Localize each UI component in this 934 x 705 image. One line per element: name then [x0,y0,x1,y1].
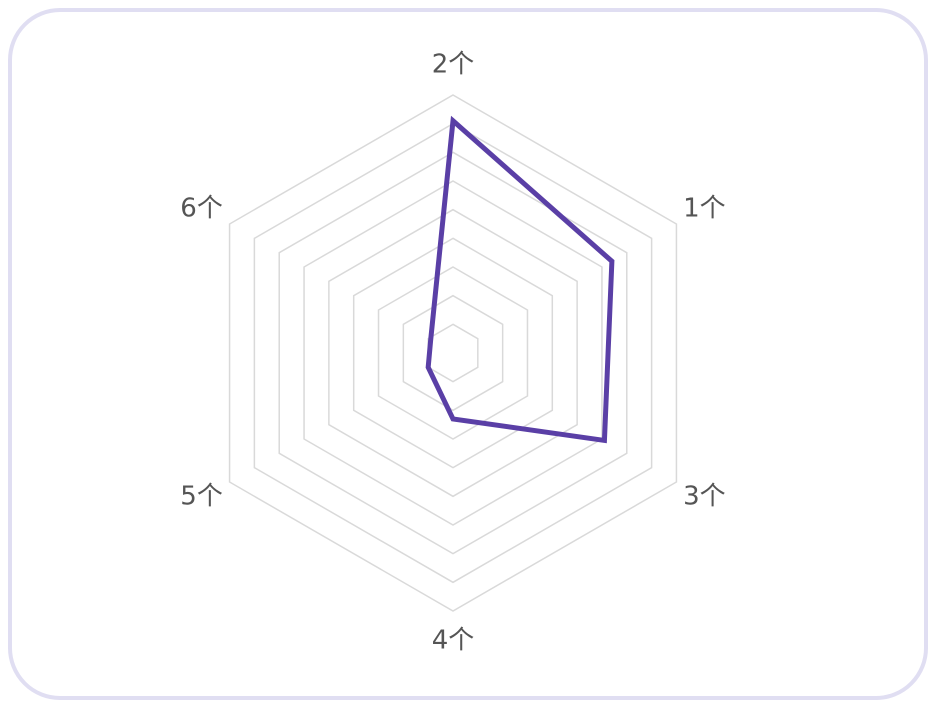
grid-ring [352,237,554,469]
grid-ring [402,294,504,412]
grid-ring [253,122,653,584]
grid-ring [427,323,479,383]
axis-label: 6个 [180,194,223,224]
grid-ring [303,180,603,526]
axis-label: 1个 [683,194,726,224]
grid-ring [328,208,578,498]
grid-ring [228,94,678,612]
axis-label: 4个 [432,626,475,656]
axis-label: 3个 [683,482,726,512]
grid-ring [377,266,529,440]
card [8,8,928,700]
axis-label: 2个 [432,50,475,80]
series-line [425,115,615,444]
grid-ring [278,151,628,555]
axis-label: 5个 [180,482,223,512]
